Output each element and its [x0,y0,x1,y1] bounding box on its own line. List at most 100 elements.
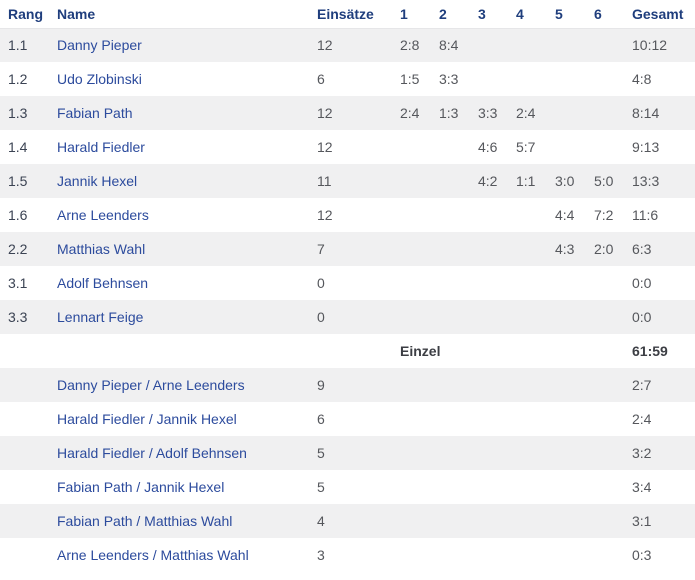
player-name-link[interactable]: Udo Zlobinski [57,71,142,87]
empty-cell [400,470,632,504]
gesamt-cell: 0:0 [632,309,652,325]
header-row: Rang Name Einsätze 1 2 3 4 5 6 Gesamt [0,0,695,29]
table-body: 1.1 Danny Pieper 12 2:8 8:4 10:12 1.2 Ud… [0,28,695,572]
rank-cell: 1.5 [8,173,28,189]
rank-cell: 1.6 [8,207,28,223]
summary-row: Einzel 61:59 [0,334,695,368]
round-2-cell: 1:3 [439,105,459,121]
round-5-cell [555,96,594,130]
doubles-row: Fabian Path / Jannik Hexel 5 3:4 [0,470,695,504]
round-2-cell [439,130,478,164]
gesamt-cell: 13:3 [632,173,660,189]
round-3-cell [478,198,516,232]
pair-name-link[interactable]: Harald Fiedler / Jannik Hexel [57,411,237,427]
round-3-cell: 3:3 [478,105,498,121]
player-name-link[interactable]: Danny Pieper [57,37,142,54]
round-2-cell [439,266,478,300]
round-4-cell [516,300,555,334]
einsaetze-cell: 5 [317,445,325,461]
singles-row: 1.2 Udo Zlobinski 6 1:5 3:3 4:8 [0,62,695,96]
round-1-cell [400,164,439,198]
table-header: Rang Name Einsätze 1 2 3 4 5 6 Gesamt [0,0,695,29]
pair-name-link[interactable]: Arne Leenders / Matthias Wahl [57,547,249,563]
empty-cell [400,504,632,538]
gesamt-cell: 2:7 [632,377,652,393]
round-5-cell [555,300,594,334]
rank-cell: 3.1 [8,275,28,291]
singles-row: 3.3 Lennart Feige 0 0:0 [0,300,695,334]
round-2-cell [439,198,478,232]
player-name-link[interactable]: Harald Fiedler [57,139,145,155]
singles-row: 2.2 Matthias Wahl 7 4:3 2:0 6:3 [0,232,695,266]
pair-name-link[interactable]: Harald Fiedler / Adolf Behnsen [57,445,247,461]
gesamt-cell: 0:3 [632,547,652,563]
player-name-link[interactable]: Arne Leenders [57,207,149,223]
col-header-gesamt: Gesamt [632,0,695,29]
summary-gesamt: 61:59 [632,343,668,359]
rank-cell: 1.1 [8,37,28,54]
round-5-cell: 4:3 [555,241,575,257]
round-5-cell: 3:0 [555,173,575,189]
round-2-cell: 8:4 [439,37,459,54]
einsaetze-cell: 0 [317,275,325,291]
gesamt-cell: 3:2 [632,445,652,461]
round-1-cell: 2:4 [400,105,420,121]
player-name-link[interactable]: Fabian Path [57,105,133,121]
empty-cell [400,436,632,470]
player-name-link[interactable]: Lennart Feige [57,309,144,325]
pair-name-link[interactable]: Danny Pieper / Arne Leenders [57,377,245,393]
round-6-cell [594,266,632,300]
empty-cell [0,470,57,504]
col-header-rang: Rang [0,0,57,29]
einsaetze-cell: 7 [317,241,325,257]
gesamt-cell: 8:14 [632,105,660,121]
round-5-cell [555,62,594,96]
singles-row: 1.4 Harald Fiedler 12 4:6 5:7 9:13 [0,130,695,164]
einsaetze-cell: 11 [317,173,332,189]
player-name-link[interactable]: Jannik Hexel [57,173,138,189]
col-header-round-2: 2 [439,0,478,29]
singles-row: 1.1 Danny Pieper 12 2:8 8:4 10:12 [0,28,695,62]
round-4-cell: 2:4 [516,105,536,121]
empty-cell [0,436,57,470]
col-header-round-3: 3 [478,0,516,29]
singles-row: 1.3 Fabian Path 12 2:4 1:3 3:3 2:4 8:14 [0,96,695,130]
pair-name-link[interactable]: Fabian Path / Jannik Hexel [57,479,225,495]
pair-name-link[interactable]: Fabian Path / Matthias Wahl [57,513,233,529]
doubles-row: Harald Fiedler / Jannik Hexel 6 2:4 [0,402,695,436]
round-5-cell [555,130,594,164]
round-5-cell: 4:4 [555,207,575,223]
col-header-round-6: 6 [594,0,632,29]
round-6-cell: 7:2 [594,207,614,223]
einsaetze-cell: 5 [317,479,325,495]
player-name-link[interactable]: Adolf Behnsen [57,275,149,291]
round-4-cell [516,198,555,232]
round-3-cell: 4:6 [478,139,498,155]
gesamt-cell: 0:0 [632,275,652,291]
round-3-cell [478,232,516,266]
singles-row: 1.6 Arne Leenders 12 4:4 7:2 11:6 [0,198,695,232]
rank-cell: 1.4 [8,139,28,155]
col-header-round-1: 1 [400,0,439,29]
einsaetze-cell: 6 [317,411,325,427]
rank-cell: 1.2 [8,71,28,87]
einsaetze-cell: 12 [317,207,333,223]
round-2-cell: 3:3 [439,71,459,87]
empty-cell [0,504,57,538]
doubles-row: Harald Fiedler / Adolf Behnsen 5 3:2 [0,436,695,470]
round-1-cell [400,198,439,232]
gesamt-cell: 10:12 [632,37,668,54]
round-1-cell [400,300,439,334]
player-name-link[interactable]: Matthias Wahl [57,241,146,257]
round-4-cell [516,62,555,96]
rank-cell: 3.3 [8,309,28,325]
gesamt-cell: 3:4 [632,479,652,495]
round-3-cell [478,28,516,62]
round-2-cell [439,164,478,198]
round-5-cell [555,28,594,62]
round-5-cell [555,266,594,300]
round-4-cell [516,232,555,266]
round-6-cell: 2:0 [594,241,614,257]
round-3-cell [478,300,516,334]
round-4-cell: 5:7 [516,139,536,155]
